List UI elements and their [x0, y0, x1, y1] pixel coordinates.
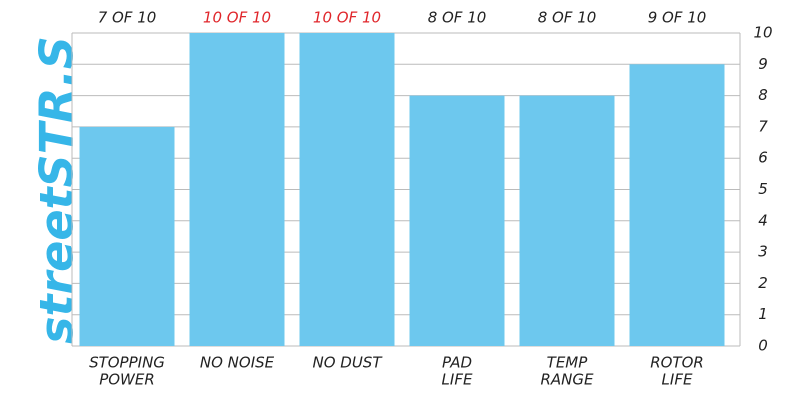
- x-tick-label: POWER: [99, 371, 155, 389]
- y-tick-label: 5: [758, 180, 768, 198]
- y-tick-label: 6: [758, 149, 768, 167]
- x-tick-label: LIFE: [442, 371, 473, 389]
- y-tick-label: 7: [758, 117, 768, 135]
- x-tick-label: ROTOR: [650, 354, 704, 372]
- y-tick-label: 3: [758, 243, 768, 261]
- value-label: 7 OF 10: [98, 9, 157, 27]
- bar: [409, 95, 505, 346]
- bar: [79, 126, 175, 347]
- y-tick-label: 4: [758, 211, 768, 229]
- y-tick-label: 8: [758, 86, 768, 104]
- value-label: 8 OF 10: [428, 9, 487, 27]
- x-tick-label: LIFE: [662, 371, 693, 389]
- x-tick-label: RANGE: [540, 371, 594, 389]
- y-tick-label: 10: [753, 24, 772, 42]
- value-label: 10 OF 10: [313, 9, 381, 27]
- bar: [189, 33, 285, 346]
- y-tick-label: 0: [758, 337, 768, 355]
- bar: [629, 64, 725, 347]
- x-tick-label: NO DUST: [312, 354, 383, 372]
- y-tick-label: 1: [758, 305, 768, 323]
- x-tick-label: TEMP: [547, 354, 589, 372]
- y-tick-label: 2: [758, 274, 768, 292]
- value-label: 10 OF 10: [203, 9, 271, 27]
- bar: [519, 95, 615, 346]
- y-tick-label: 9: [758, 55, 768, 73]
- value-label: 9 OF 10: [648, 9, 707, 27]
- value-label: 8 OF 10: [538, 9, 597, 27]
- bar: [299, 33, 395, 346]
- x-tick-label: NO NOISE: [200, 354, 275, 372]
- x-tick-label: PAD: [442, 354, 472, 372]
- x-tick-label: STOPPING: [89, 354, 165, 372]
